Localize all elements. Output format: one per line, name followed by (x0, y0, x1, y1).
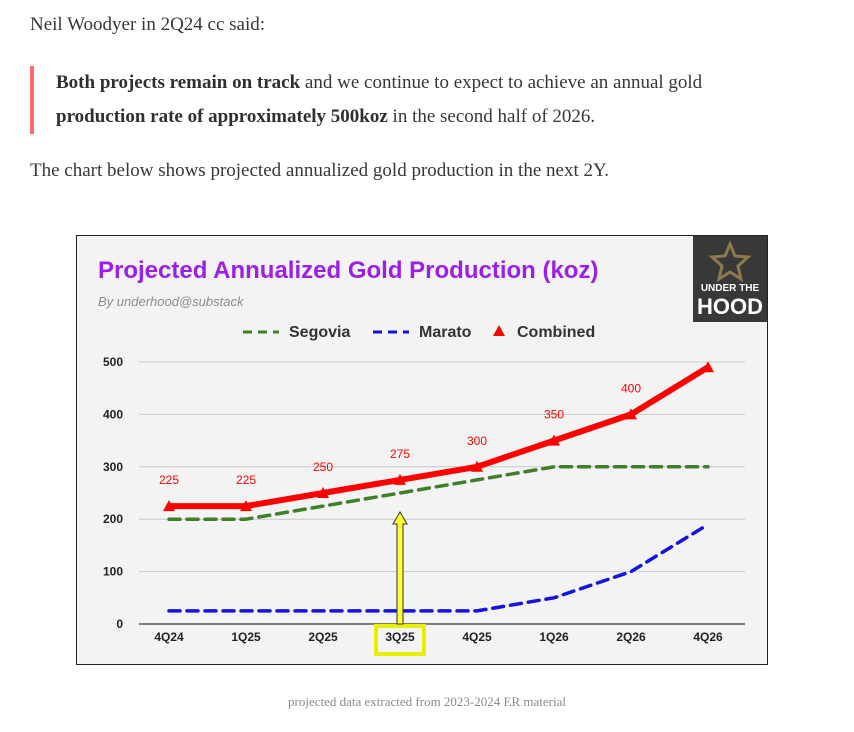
chart-svg: Projected Annualized Gold Production (ko… (77, 236, 767, 664)
legend-combined-marker (493, 325, 505, 336)
x-tick-label: 4Q25 (462, 630, 492, 644)
combined-point-marker (702, 361, 714, 373)
y-tick-label: 200 (103, 512, 123, 526)
y-tick-label: 300 (103, 460, 123, 474)
highlight-arrow (392, 511, 408, 625)
x-tick-label: 1Q25 (231, 630, 261, 644)
x-tick-label: 2Q25 (308, 630, 338, 644)
chart-title: Projected Annualized Gold Production (ko… (98, 257, 598, 284)
blockquote: Both projects remain on track and we con… (30, 66, 854, 134)
combined-point-marker (317, 487, 329, 498)
chart-legend: Segovia Marato Combined (243, 324, 595, 341)
under-the-hood-logo: UNDER THE HOOD (693, 236, 767, 322)
highlight-box-3q25 (374, 624, 426, 656)
data-label: 250 (313, 460, 333, 474)
data-label: 350 (544, 408, 564, 422)
quote-bold-2: production rate of approximately 500koz (56, 106, 388, 127)
x-tick-label: 1Q26 (539, 630, 569, 644)
star-knot-icon (708, 240, 752, 283)
series-line-combined (166, 364, 711, 510)
combined-point-marker (548, 434, 560, 446)
quote-text-2: in the second half of 2026. (387, 106, 596, 127)
logo-line-2: HOOD (697, 294, 763, 319)
chart-background (77, 236, 767, 664)
data-label: 300 (467, 434, 487, 448)
lead-text: The chart below shows projected annualiz… (30, 160, 609, 181)
data-label: 400 (621, 381, 641, 395)
quote-text-1: and we continue to expect to achieve an … (300, 72, 703, 93)
y-tick-label: 500 (103, 355, 123, 369)
data-label: 225 (236, 473, 256, 487)
combined-point-marker (471, 460, 483, 472)
series-line-segovia (167, 465, 710, 521)
legend-segovia-label: Segovia (289, 324, 350, 341)
combined-point-marker (163, 500, 175, 512)
y-tick-label: 0 (116, 617, 123, 631)
combined-point-marker (240, 500, 252, 512)
data-label: 225 (159, 473, 179, 487)
chart-subtitle: By underhood@substack (98, 294, 245, 309)
x-tick-label: 3Q25 (385, 630, 415, 644)
data-label: 275 (390, 447, 410, 461)
quote-bold-1: Both projects remain on track (56, 72, 301, 93)
combined-point-marker (394, 473, 406, 485)
legend-marato-label: Marato (419, 324, 472, 341)
x-tick-label: 4Q26 (693, 630, 723, 644)
intro-text: Neil Woodyer in 2Q24 cc said: (30, 14, 266, 35)
legend-combined-label: Combined (517, 324, 595, 341)
combined-point-marker (625, 408, 637, 420)
y-tick-label: 100 (103, 565, 123, 579)
x-tick-label: 2Q26 (616, 630, 646, 644)
y-tick-label: 400 (103, 407, 123, 421)
logo-line-1: UNDER THE (701, 283, 760, 294)
figure-caption: projected data extracted from 2023-2024 … (288, 694, 566, 709)
series-line-marato (167, 522, 710, 613)
chart-figure: Projected Annualized Gold Production (ko… (76, 235, 768, 665)
x-tick-label: 4Q24 (154, 630, 184, 644)
